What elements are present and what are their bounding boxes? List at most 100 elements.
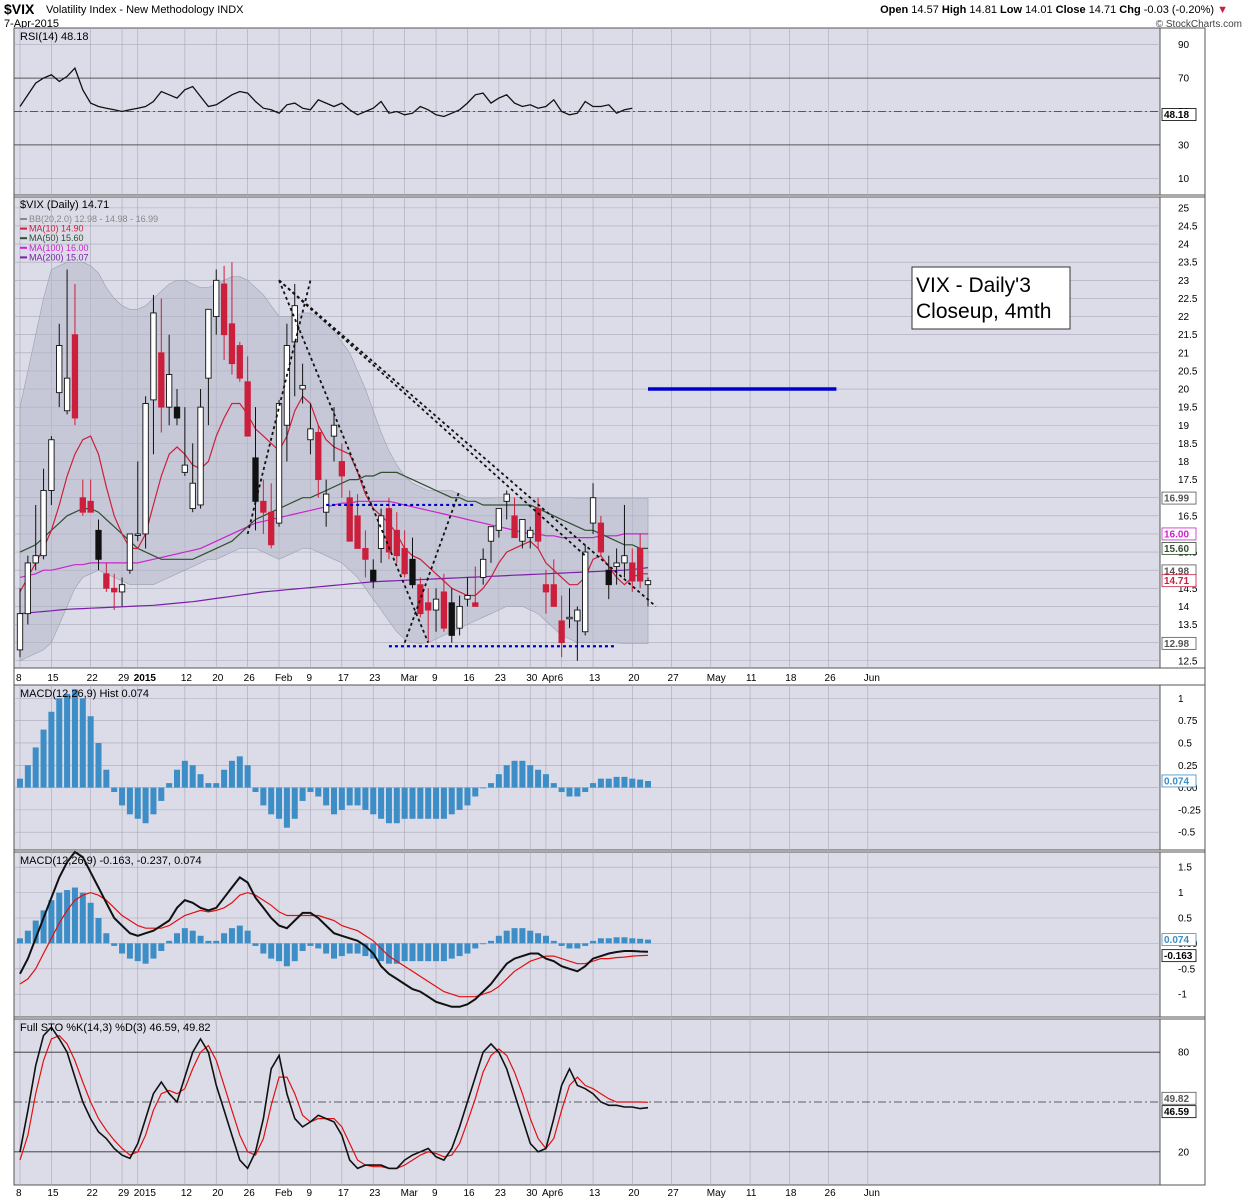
down-arrow-icon: ▼: [1217, 4, 1228, 16]
date-axis-label: 23: [369, 673, 381, 684]
macd-hist-bar: [142, 943, 149, 964]
candle-body: [550, 584, 557, 607]
bottom-date-label: Mar: [401, 1188, 419, 1199]
candle-body: [40, 490, 47, 557]
candle: [542, 570, 550, 614]
hist-bar: [166, 783, 173, 788]
hist-bar: [550, 783, 557, 788]
macd-hist-bar: [338, 943, 345, 957]
hist-bar: [268, 787, 275, 815]
hist-tick-label: -0.5: [1178, 828, 1196, 839]
price-legend-item: MA(100) 16.00: [29, 243, 89, 253]
macd-hist-bar: [315, 943, 322, 949]
macd-hist-bar: [126, 943, 133, 959]
low-value: 14.01: [1025, 4, 1053, 16]
macd-hist-bar: [448, 943, 455, 959]
macd-hist-bar: [542, 935, 549, 944]
bottom-date-label: 29: [118, 1188, 130, 1199]
candle: [111, 573, 118, 611]
macd-hist-bar: [48, 900, 55, 944]
candle: [323, 479, 330, 527]
macd-hist-bar: [574, 943, 581, 949]
macd-hist-bar: [613, 937, 620, 944]
price-value-flag-box: [1161, 491, 1197, 505]
hist-bar: [158, 787, 165, 801]
hist-bar: [331, 787, 337, 815]
macd-line: [19, 850, 649, 1008]
candle: [495, 508, 502, 538]
date-axis-label: 12: [181, 673, 193, 684]
bottom-date-label: 15: [47, 1188, 59, 1199]
candle-body: [236, 345, 243, 379]
macd-panel: [13, 851, 1206, 1018]
price-value-flag-box: [1161, 636, 1197, 650]
price-tick-label: 14: [1178, 602, 1190, 613]
candle: [244, 356, 251, 437]
hist-bar: [103, 769, 110, 788]
date-axis-label: 6: [558, 673, 564, 684]
candle: [550, 559, 557, 607]
macd-hist-bar: [488, 940, 494, 944]
candle: [48, 436, 55, 505]
price-title: $VIX (Daily) 14.71: [20, 199, 109, 211]
hist-bar: [134, 787, 141, 819]
annotation-trendline: [278, 279, 586, 557]
candle-body: [24, 562, 31, 615]
candle: [582, 544, 589, 636]
candle-body: [574, 609, 581, 622]
bottom-date-label: 9: [432, 1188, 438, 1199]
candle-body: [134, 533, 141, 536]
macd-hist-bar: [629, 938, 636, 944]
macd-hist-bar: [260, 943, 267, 954]
candle: [260, 479, 267, 534]
symbol-title: $VIX: [4, 1, 35, 17]
macd-hist-bar: [440, 943, 447, 962]
rsi-tick-label: 90: [1178, 40, 1190, 51]
macd-hist-bar: [56, 892, 63, 944]
hist-bar: [71, 689, 78, 788]
hist-bar: [291, 787, 298, 819]
price-value-flag-box: [1161, 574, 1197, 588]
candle-body: [291, 305, 298, 343]
annotation-trendline: [278, 279, 430, 643]
macd-hist-bar: [95, 918, 102, 944]
candle: [228, 262, 236, 375]
macd-hist-bar: [331, 943, 337, 959]
sto-value-flag-box: [1161, 1105, 1197, 1119]
candle: [464, 577, 471, 607]
price-legend-item: MA(50) 15.60: [29, 233, 84, 243]
bottom-date-label: 6: [558, 1188, 564, 1199]
hist-bar: [527, 765, 534, 788]
hist-tick-label: 0.00: [1178, 783, 1198, 794]
hist-bar: [370, 787, 377, 815]
price-axis: [1159, 196, 1206, 669]
candle-body: [566, 616, 573, 620]
macd-tick-label: -0.5: [1178, 964, 1196, 975]
hist-bar: [456, 787, 463, 810]
bottom-date-label: 23: [369, 1188, 381, 1199]
candle: [527, 526, 534, 549]
price-legend-item: MA(200) 15.07: [29, 252, 89, 262]
bottom-date-label: 9: [306, 1188, 312, 1199]
candle-body: [370, 569, 377, 582]
macd-tick-label: 0.5: [1178, 914, 1192, 925]
chg-label: Chg: [1119, 4, 1141, 16]
date-axis-label: 26: [825, 673, 837, 684]
candle: [644, 577, 652, 607]
hist-bar: [503, 765, 510, 788]
macd-hist-bar: [244, 930, 251, 944]
price-tick-label: 14.5: [1178, 584, 1198, 595]
hist-bar: [95, 742, 102, 788]
candle-body: [637, 547, 644, 582]
bottom-date-label: 11: [746, 1188, 757, 1199]
date-axis-label: 18: [785, 673, 797, 684]
candle-body: [268, 511, 275, 546]
bottom-date-label: 18: [785, 1188, 797, 1199]
candle: [299, 363, 306, 404]
candle-body: [142, 403, 149, 535]
macd-hist-bar: [32, 920, 39, 944]
date-axis-label: 20: [212, 673, 224, 684]
hist-tick-label: -0.25: [1178, 805, 1201, 816]
candle: [71, 283, 79, 426]
candle: [24, 555, 31, 625]
